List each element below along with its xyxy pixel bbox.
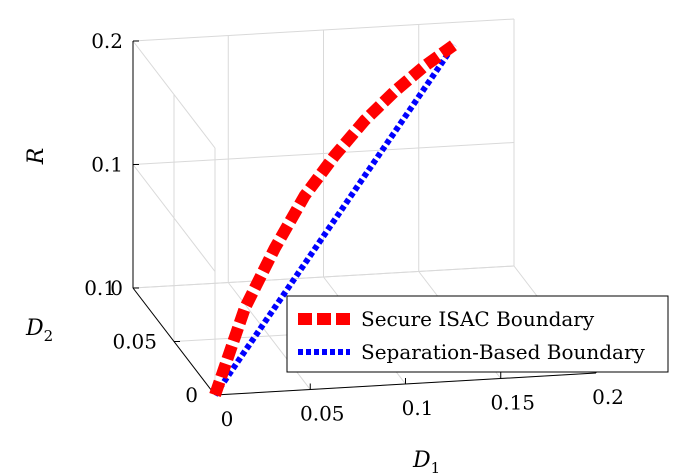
x-axis-label: D1	[412, 448, 440, 474]
grid-line-left-z-2	[132, 40, 216, 149]
z-axis-label: R	[24, 148, 49, 166]
grid-line-floor-y-2	[132, 265, 515, 289]
axes-layer: 0 0.05 0.1 0.15 0.200.050.100.10.2	[84, 29, 624, 431]
x-tick-label-4: 0.2	[592, 385, 624, 409]
grid-line-back-z-1	[132, 142, 515, 165]
y-tick-label-1: 0.05	[112, 330, 157, 354]
y-tick-label-2: 0.1	[84, 276, 116, 300]
x-axis-label-sub: 1	[431, 459, 441, 474]
x-axis-label-main: D	[412, 448, 431, 473]
y-tick-label-0: 0	[185, 383, 198, 407]
x-tick-label-2: 0.1	[402, 396, 434, 420]
z-tick-label-1: 0.1	[91, 153, 123, 177]
series-line-1	[212, 43, 457, 397]
x-tick-label-1: 0.05	[300, 402, 345, 426]
x-tick-label-0: 0	[221, 407, 234, 431]
y-axis-label-sub: 2	[44, 327, 54, 345]
grid-line-back-z-2	[132, 18, 515, 42]
legend: Secure ISAC Boundary Separation-Based Bo…	[286, 295, 669, 373]
legend-label-secure-isac: Secure ISAC Boundary	[361, 307, 595, 331]
z-tick-label-2: 0.2	[91, 29, 123, 53]
z-tick-label-0: 0	[110, 276, 123, 300]
series-layer	[209, 39, 458, 397]
x-tick-label-3: 0.15	[490, 391, 535, 415]
series-line-0	[209, 39, 458, 397]
y-axis-label-main: D	[25, 316, 44, 341]
legend-box	[286, 295, 669, 373]
grid-line-left-z-1	[132, 164, 216, 272]
y-axis-label: D2	[25, 316, 53, 345]
legend-label-separation: Separation-Based Boundary	[361, 340, 646, 364]
